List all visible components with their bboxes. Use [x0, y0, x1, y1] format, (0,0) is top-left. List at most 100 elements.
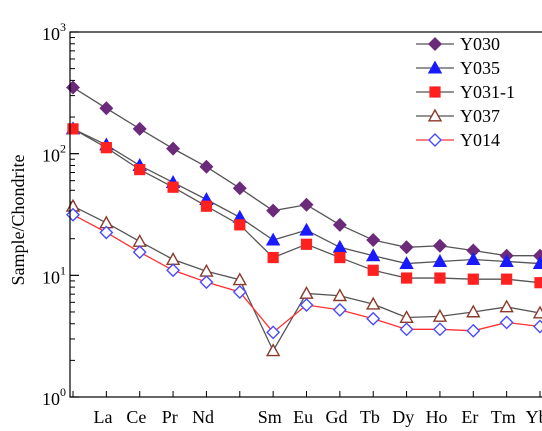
legend-marker — [427, 108, 443, 122]
data-point — [67, 123, 79, 135]
legend-label: Y014 — [460, 130, 500, 150]
data-point — [265, 232, 281, 246]
legend-entry: Y035 — [416, 58, 500, 78]
data-point — [501, 273, 513, 285]
legend-entry: Y030 — [416, 34, 500, 54]
data-point — [166, 263, 181, 278]
x-tick-label: Pr — [162, 407, 178, 427]
data-point — [399, 240, 414, 255]
data-point — [466, 323, 481, 338]
data-point — [466, 304, 481, 318]
x-tick-group: LaCePrNdSmEuGdTbDyHoErTmYbLu — [72, 391, 542, 427]
data-point — [234, 219, 246, 231]
x-tick-label: Tb — [360, 407, 380, 427]
x-tick-label: Yb — [526, 407, 542, 427]
data-point — [499, 254, 514, 267]
data-point — [299, 222, 314, 236]
y-tick-label: 100 — [42, 385, 66, 409]
data-point — [400, 272, 413, 284]
data-point — [366, 311, 381, 326]
data-point — [467, 273, 479, 285]
x-tick-label: Eu — [293, 407, 313, 427]
data-point — [432, 238, 447, 253]
data-point — [66, 80, 80, 95]
data-point — [499, 315, 514, 330]
data-point — [99, 101, 114, 116]
data-point — [332, 239, 348, 253]
data-point — [132, 121, 147, 136]
data-point — [132, 233, 147, 247]
data-point — [399, 310, 414, 324]
data-point — [232, 181, 247, 196]
legend-marker — [428, 133, 442, 147]
data-point — [266, 325, 281, 340]
data-point — [332, 302, 347, 317]
data-point — [267, 251, 279, 264]
legend-label: Y037 — [460, 106, 500, 126]
legend-entry: Y031-1 — [416, 82, 515, 102]
data-point — [167, 181, 179, 193]
data-point — [332, 288, 348, 302]
legend-marker — [427, 60, 443, 74]
y-axis-title-group: Sample/Chondrite — [8, 154, 28, 285]
x-tick-label: La — [94, 407, 113, 427]
data-point — [534, 277, 542, 289]
legend-marker — [428, 37, 442, 51]
data-point — [366, 248, 381, 262]
data-point — [499, 299, 514, 313]
x-tick-label: Nd — [192, 407, 214, 427]
data-point — [432, 308, 448, 322]
series-Y035 — [65, 121, 542, 270]
data-point — [399, 256, 414, 270]
data-point — [165, 252, 181, 265]
data-point — [432, 254, 448, 267]
data-point — [299, 298, 314, 313]
x-tick-label: Tm — [491, 407, 516, 427]
legend-label: Y030 — [460, 34, 500, 54]
x-tick-label: Ce — [126, 407, 146, 427]
series-Y031-1 — [67, 123, 542, 289]
legend-label: Y031-1 — [460, 82, 515, 102]
plot-frame — [69, 31, 542, 398]
y-tick-group: 100 101 102 103 — [42, 20, 79, 409]
data-point — [334, 251, 346, 264]
data-point — [199, 159, 214, 174]
data-point — [100, 142, 112, 154]
legend-marker — [429, 86, 441, 98]
x-tick-label: Dy — [392, 407, 414, 427]
data-point — [232, 284, 247, 299]
data-point — [200, 200, 213, 212]
data-point — [366, 233, 381, 248]
legend-entry: Y014 — [416, 130, 500, 150]
data-point — [300, 238, 313, 250]
series-group — [65, 80, 542, 357]
x-tick-label: Er — [461, 407, 478, 427]
x-tick-label: Gd — [326, 407, 348, 427]
data-point — [399, 322, 414, 337]
legend-label: Y035 — [460, 58, 500, 78]
y-tick-label: 101 — [42, 263, 66, 287]
data-point — [532, 256, 542, 270]
data-point — [199, 263, 214, 277]
data-point — [266, 203, 281, 218]
legend-entry: Y037 — [416, 106, 500, 126]
data-point — [232, 272, 247, 286]
data-point — [533, 319, 542, 334]
data-point — [366, 296, 381, 310]
data-point — [299, 285, 314, 299]
data-point — [299, 197, 314, 212]
data-point — [532, 305, 542, 319]
data-point — [99, 225, 114, 240]
y-tick-label: 102 — [42, 142, 66, 166]
data-point — [199, 275, 214, 290]
data-point — [466, 252, 481, 265]
series-Y014 — [66, 207, 542, 340]
data-point — [166, 141, 181, 156]
data-point — [132, 245, 147, 260]
x-tick-label: Sm — [258, 407, 282, 427]
x-tick-label: Ho — [426, 407, 448, 427]
data-point — [367, 264, 379, 276]
series-Y037 — [65, 198, 542, 357]
data-point — [265, 343, 281, 357]
